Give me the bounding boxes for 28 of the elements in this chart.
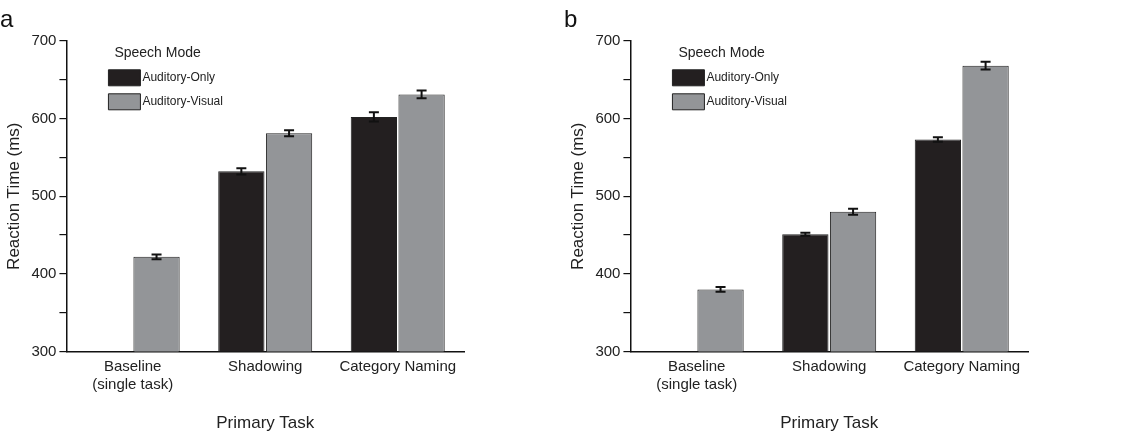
y-tick-label: 600 xyxy=(595,108,621,126)
legend-label: Auditory-Visual xyxy=(706,94,787,109)
x-tick-label: Shadowing xyxy=(792,356,867,374)
legend-label: Auditory-Visual xyxy=(142,94,223,109)
y-tick-label: 600 xyxy=(31,108,57,126)
x-axis-title: Primary Task xyxy=(216,413,315,433)
y-tick-label: 300 xyxy=(595,341,621,359)
x-tick-label: Baseline (single task) xyxy=(92,356,174,392)
legend-label: Auditory-Only xyxy=(142,70,216,85)
x-tick-label: Shadowing xyxy=(228,356,303,374)
y-tick-label: 400 xyxy=(31,264,57,282)
x-tick-label: Category Naming xyxy=(903,356,1021,374)
legend-label: Auditory-Only xyxy=(706,70,780,85)
y-tick-label: 500 xyxy=(595,186,621,204)
legend-title: Speech Mode xyxy=(114,43,202,60)
y-axis-title: Reaction Time (ms) xyxy=(3,122,23,270)
y-tick-label: 700 xyxy=(31,30,57,48)
y-tick-label: 500 xyxy=(31,186,57,204)
chart-title: b xyxy=(564,5,578,33)
chart-title: a xyxy=(0,5,14,33)
y-axis-title: Reaction Time (ms) xyxy=(567,122,587,270)
x-tick-label: Baseline (single task) xyxy=(656,356,738,392)
y-tick-label: 400 xyxy=(595,264,621,282)
x-tick-label: Category Naming xyxy=(339,356,457,374)
legend-title: Speech Mode xyxy=(678,43,766,60)
y-tick-label: 300 xyxy=(31,341,57,359)
y-tick-label: 700 xyxy=(595,30,621,48)
x-axis-title: Primary Task xyxy=(780,413,879,433)
